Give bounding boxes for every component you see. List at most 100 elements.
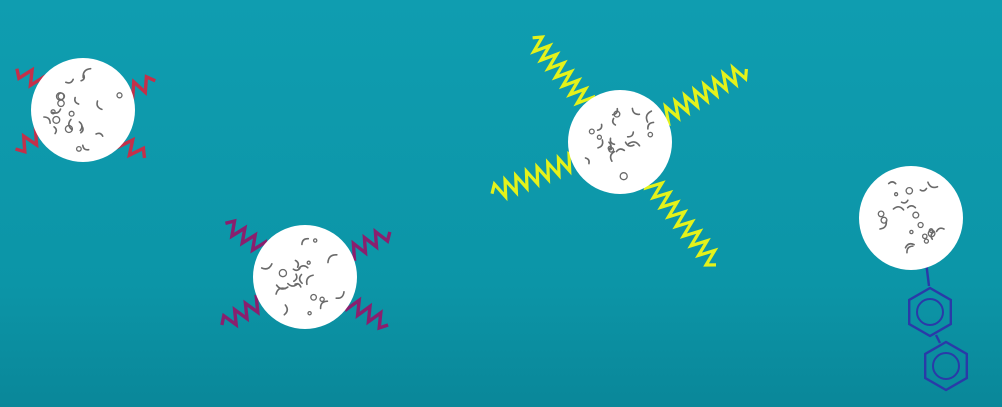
biphenyl-ring-1-aromatic [916, 298, 944, 326]
linkers-layer [15, 35, 968, 392]
pore-ring [588, 128, 595, 135]
pore-arc [319, 300, 329, 310]
pore-arc [935, 227, 945, 233]
pore-arc [927, 181, 939, 189]
particle-purple-linkers-linker-4 [343, 296, 389, 331]
pore-arc [626, 131, 635, 138]
pore-arc [624, 141, 635, 147]
pore-arc [298, 273, 303, 285]
pore-arc [53, 126, 58, 135]
pore-arc [627, 141, 641, 147]
pore-arc [327, 254, 338, 264]
pore-arc [293, 273, 298, 283]
pore-arc [647, 121, 655, 130]
pore-arc [615, 148, 626, 153]
particle-red-short-linkers-sphere [31, 58, 135, 162]
pore-ring [880, 216, 888, 224]
particle-purple-linkers-linker-3 [220, 294, 266, 329]
pore-ring [923, 238, 930, 244]
pore-arc [301, 237, 310, 246]
pore-ring [905, 186, 914, 195]
pore-ring [647, 131, 654, 138]
particle-biphenyl-ligand-sphere [859, 166, 963, 270]
pore-ring [909, 229, 914, 235]
particles-layer [31, 58, 963, 329]
pore-arc [611, 117, 617, 126]
biphenyl-ring-2 [924, 340, 968, 392]
particle-yellow-long-linkers-linker-3 [490, 151, 579, 202]
particle-yellow-long-linkers [568, 90, 672, 194]
pore-arc [64, 78, 75, 84]
pore-arc [900, 199, 909, 204]
pore-arc [96, 100, 103, 111]
pore-arc [906, 204, 917, 209]
pore-arc [283, 304, 289, 316]
pore-arc [596, 123, 603, 132]
pore-ring [50, 109, 56, 115]
pore-arc [645, 110, 653, 123]
pore-arc [335, 291, 345, 300]
pore-arc [305, 274, 314, 286]
pore-ring [307, 310, 312, 316]
pore-arc [68, 118, 73, 131]
pore-arc [43, 116, 51, 125]
pore-arc [887, 181, 897, 185]
particle-purple-linkers-sphere [253, 225, 357, 329]
pore-ring [278, 268, 288, 278]
pore-arc [95, 132, 104, 137]
pore-arc [608, 141, 612, 151]
pore-arc [260, 263, 273, 270]
pore-arc [80, 74, 86, 82]
pore-arc [82, 67, 92, 79]
pore-arc [74, 96, 80, 105]
pore-arc [294, 259, 300, 268]
pore-arc [631, 107, 641, 116]
particle-biphenyl-ligand [859, 166, 963, 270]
pore-ring [75, 145, 82, 152]
particle-red-short-linkers [31, 58, 135, 162]
pore-arc [919, 187, 928, 192]
pore-ring [306, 260, 311, 265]
pore-ring [319, 296, 325, 303]
pore-arc [81, 144, 90, 151]
particle-biphenyl-ligand-biphenyl-ligand [908, 261, 968, 392]
pore-arc [275, 287, 287, 295]
pore-arc [609, 150, 616, 162]
pore-arc [80, 125, 84, 134]
pore-arc [930, 231, 935, 241]
pore-arc [51, 108, 62, 114]
particle-purple-linkers [253, 225, 357, 329]
pore-arc [879, 220, 888, 230]
pore-arc [904, 242, 915, 249]
pore-ring [912, 211, 920, 219]
particle-yellow-long-linkers-linker-1 [530, 35, 596, 108]
particle-yellow-long-linkers-sphere [568, 90, 672, 194]
pore-ring [893, 192, 899, 197]
pore-arc [906, 245, 914, 254]
biphenyl-ring-1 [908, 286, 952, 338]
particle-purple-linkers-linker-2 [345, 227, 392, 262]
pore-arc [611, 107, 619, 116]
pore-arc [298, 265, 309, 270]
pore-arc [584, 157, 590, 165]
biphenyl-ring-2-aromatic [932, 352, 960, 380]
pore-arc [609, 137, 616, 146]
particle-purple-linkers-linker-1 [224, 218, 269, 254]
pore-ring [921, 233, 928, 240]
biphenyl-bond-rings [934, 334, 942, 344]
pore-ring [55, 92, 65, 101]
pore-ring [877, 210, 885, 218]
pore-ring [596, 134, 603, 140]
pore-ring [52, 115, 61, 124]
pore-ring [619, 172, 628, 181]
pore-ring [68, 110, 75, 117]
pore-arc [892, 206, 905, 211]
pore-ring [917, 221, 924, 229]
particle-yellow-long-linkers-linker-4 [643, 177, 719, 267]
pore-ring [116, 92, 123, 99]
particle-yellow-long-linkers-linker-2 [659, 63, 748, 126]
pore-ring [312, 238, 318, 243]
